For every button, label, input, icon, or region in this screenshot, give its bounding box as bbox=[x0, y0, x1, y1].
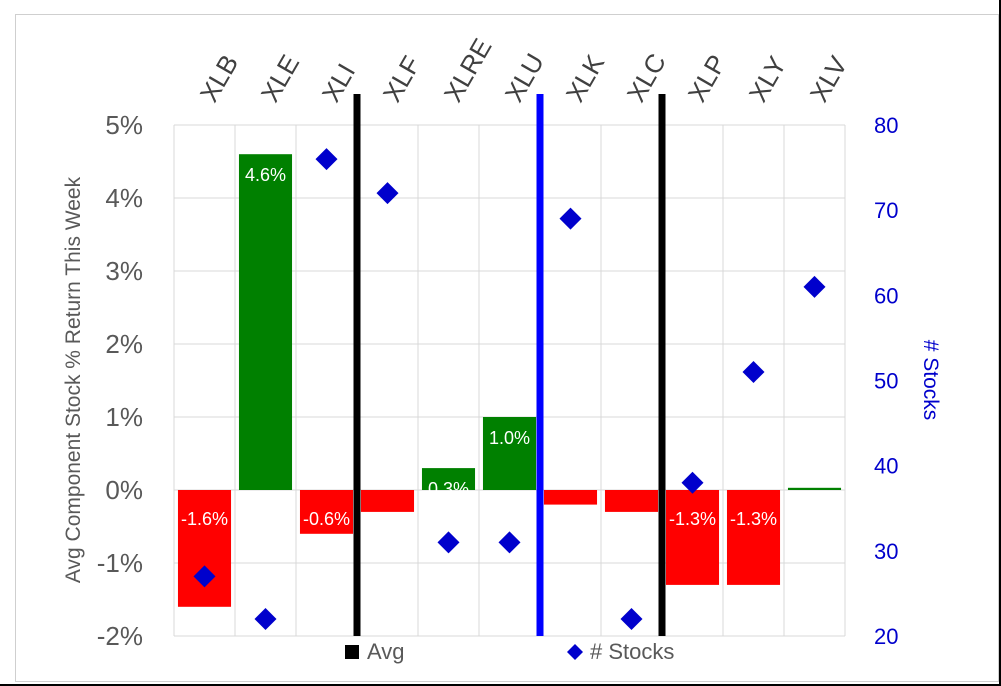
y-tick-label: 4% bbox=[105, 183, 143, 213]
y-tick-label: 1% bbox=[105, 402, 143, 432]
stock-count-points bbox=[193, 148, 826, 630]
x-tick-label-xlk: XLK bbox=[560, 49, 611, 107]
point-xlk bbox=[559, 207, 582, 230]
y-tick-label: -2% bbox=[97, 621, 143, 651]
bar-xlc bbox=[604, 490, 659, 512]
right-axis-ticks: 20 30 40 50 60 70 80 bbox=[874, 113, 898, 649]
x-tick-label-xle: XLE bbox=[255, 49, 306, 107]
x-tick-label-xlb: XLB bbox=[194, 49, 245, 107]
left-axis-ticks: -2% -1% 0% 1% 2% 3% 4% 5% bbox=[97, 110, 143, 651]
legend-stocks-label: # Stocks bbox=[590, 639, 674, 664]
legend: Avg # Stocks bbox=[345, 639, 674, 664]
bar-xlp bbox=[665, 490, 720, 585]
y2-tick-label: 50 bbox=[874, 369, 898, 394]
bar-xle bbox=[238, 154, 293, 490]
y-axis-title: Avg Component Stock % Return This Week bbox=[62, 176, 85, 583]
point-xlu bbox=[498, 531, 521, 554]
y2-tick-label: 20 bbox=[874, 624, 898, 649]
bar-label-xlb: -1.6% bbox=[181, 509, 228, 529]
grid bbox=[173, 124, 846, 637]
x-tick-label-xlv: XLV bbox=[804, 51, 854, 107]
y-tick-label: 0% bbox=[105, 475, 143, 505]
x-tick-label-xlp: XLP bbox=[682, 49, 733, 107]
y-tick-label: 5% bbox=[105, 110, 143, 140]
y2-tick-label: 80 bbox=[874, 113, 898, 138]
y-tick-label: 2% bbox=[105, 329, 143, 359]
legend-avg-swatch bbox=[345, 645, 359, 659]
point-xle bbox=[254, 607, 277, 630]
bar-label-xle: 4.6% bbox=[245, 165, 286, 185]
bar-xli bbox=[299, 490, 354, 534]
y-tick-label: 3% bbox=[105, 256, 143, 286]
point-xlp bbox=[681, 471, 704, 494]
bar-label-xlp: -1.3% bbox=[669, 509, 716, 529]
x-tick-label-xlre: XLRE bbox=[438, 33, 498, 107]
legend-avg-label: Avg bbox=[367, 639, 405, 664]
point-xlc bbox=[620, 607, 643, 630]
y-tick-label: -1% bbox=[97, 548, 143, 578]
legend-stocks-swatch bbox=[567, 644, 583, 660]
x-tick-label-xlf: XLF bbox=[377, 51, 427, 107]
bar-label-xlu: 1.0% bbox=[489, 428, 530, 448]
point-xli bbox=[315, 148, 338, 171]
bar-xlv bbox=[787, 487, 842, 490]
y2-tick-label: 40 bbox=[874, 454, 898, 479]
y2-tick-label: 30 bbox=[874, 539, 898, 564]
x-tick-label-xly: XLY bbox=[743, 51, 793, 107]
bar-xlu bbox=[482, 417, 537, 490]
avg-lines bbox=[353, 94, 666, 636]
y2-tick-label: 70 bbox=[874, 198, 898, 223]
point-xlre bbox=[437, 531, 460, 554]
point-xlf bbox=[376, 182, 399, 205]
point-xlv bbox=[803, 275, 826, 298]
bar-xlre bbox=[421, 468, 476, 490]
y2-tick-label: 60 bbox=[874, 283, 898, 308]
y2-axis-title: # Stocks bbox=[919, 340, 942, 421]
bar-data-labels: -1.6% 4.6% -0.6% -0.3% 0.3% 1.0% -0.3% -1.3% -1.… bbox=[181, 165, 777, 529]
bar-xlb bbox=[177, 490, 232, 607]
bar-xlk bbox=[543, 490, 598, 505]
bar-label-xly: -1.3% bbox=[730, 509, 777, 529]
bar-label-xlf: -0.3% bbox=[364, 509, 411, 529]
point-xlb bbox=[193, 565, 216, 588]
bar-label-xli: -0.6% bbox=[303, 509, 350, 529]
point-xly bbox=[742, 360, 765, 383]
bar-xly bbox=[726, 490, 781, 585]
category-labels: XLB XLE XLI XLF XLRE XLU XLK XLC XLP XLY XLV bbox=[194, 33, 854, 107]
bar-xlf bbox=[360, 490, 415, 512]
bar-label-xlc: -0.3% bbox=[608, 509, 655, 529]
bar-label-xlre: 0.3% bbox=[428, 479, 469, 499]
